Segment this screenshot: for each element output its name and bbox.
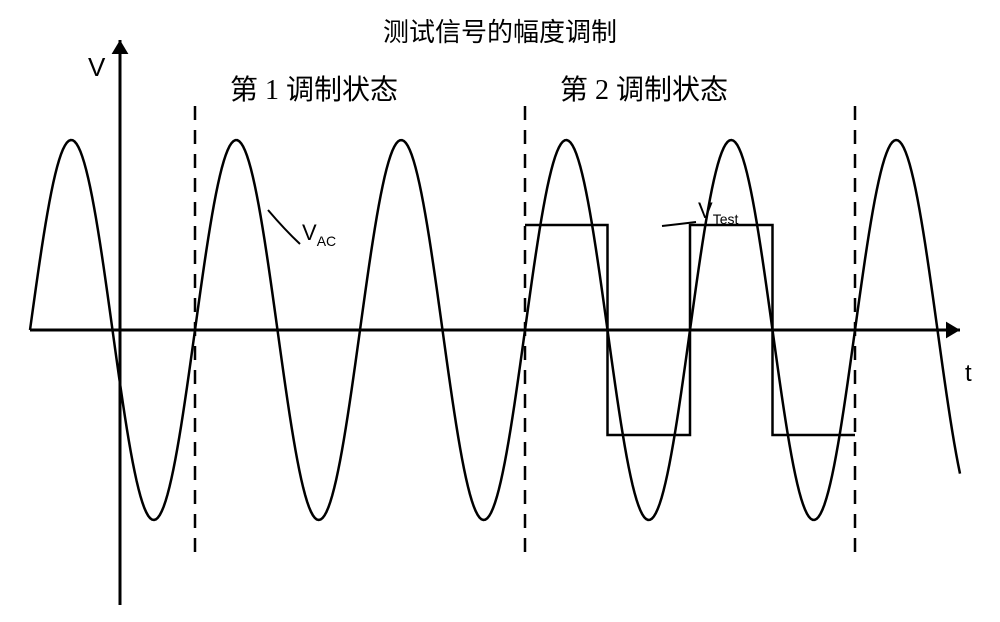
vtest-label: VTest	[698, 198, 738, 227]
figure-container: 测试信号的幅度调制 第 1 调制状态 第 2 调制状态 V t VACVTest	[0, 0, 1000, 622]
vac-label: VAC	[302, 220, 336, 249]
axes	[30, 40, 960, 605]
callout-labels: VAC VTest	[268, 198, 738, 249]
waveform-plot: VAC VTest	[0, 0, 1000, 622]
